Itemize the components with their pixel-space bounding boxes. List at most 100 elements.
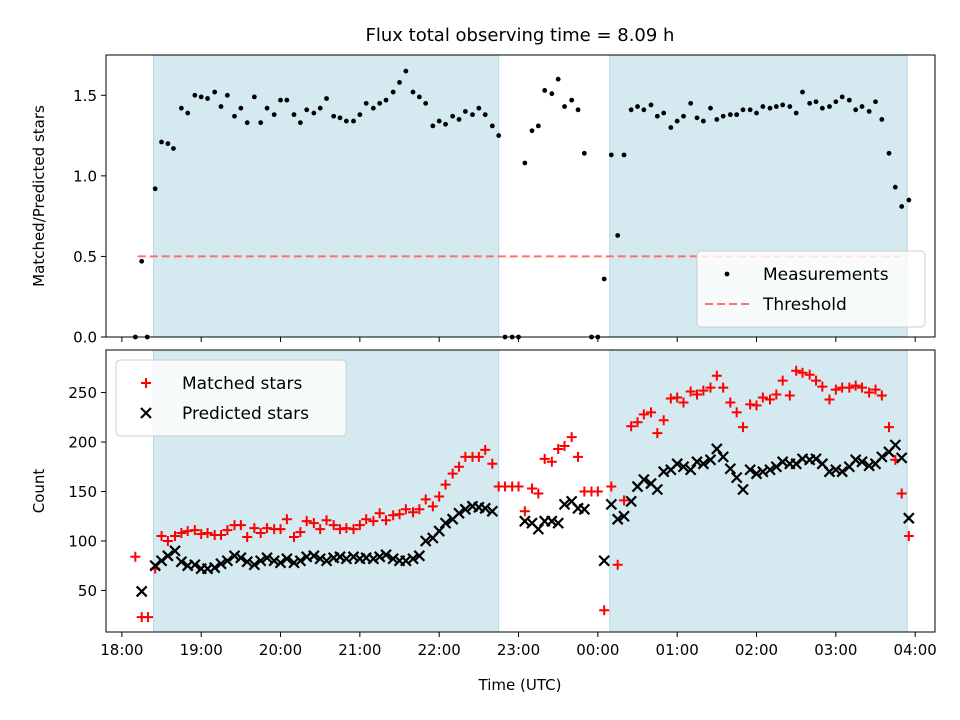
data-point [178,105,184,111]
data-point [354,520,365,531]
legend-frame [696,250,926,328]
data-point [487,458,498,469]
y-tick-label: 0.5 [73,248,97,266]
data-point [185,110,191,116]
data-point [420,494,431,505]
data-point [311,110,317,116]
data-point [807,100,813,106]
data-point [139,258,145,264]
data-point [374,508,385,519]
data-point [757,392,768,403]
data-point [850,380,861,391]
data-point [581,150,587,156]
data-point [811,375,822,386]
y-tick-label: 200 [68,434,97,452]
data-point [532,523,545,535]
data-point [407,553,419,565]
data-point [626,421,637,432]
data-point [632,417,643,428]
data-point [288,556,300,569]
data-point [470,112,475,118]
data-point [628,107,634,113]
y-tick-label: 1.5 [73,87,97,105]
data-point [394,509,405,520]
legend-label-predicted-stars: Predicted stars [182,404,309,424]
data-point [612,559,623,570]
data-point [654,113,660,119]
data-point [899,204,905,209]
chart-title: Flux total observing time = 8.09 h [366,25,675,46]
data-point [321,515,332,526]
data-point [284,97,290,103]
data-point [870,384,881,395]
data-point [599,605,610,616]
data-point [718,382,729,393]
data-point [244,120,250,126]
data-point [771,389,782,400]
data-point [725,397,736,408]
data-point [143,612,154,623]
x-tick-label: 00:00 [576,641,619,659]
data-point [621,152,627,158]
data-point [876,451,888,463]
data-point [844,382,855,393]
data-point [681,113,686,119]
data-point [235,520,246,531]
data-point [879,117,885,122]
data-point [750,467,763,480]
data-point [436,118,442,124]
data-point [482,112,488,118]
data-point [480,444,491,455]
data-point [314,553,326,565]
data-point [645,407,656,418]
data-point [651,483,664,496]
data-point [903,531,914,542]
data-point [823,465,836,478]
data-point [819,105,825,111]
data-point [447,468,458,479]
data-point [289,532,300,543]
data-point [575,107,581,113]
series-matched-stars [130,365,914,623]
data-point [864,387,875,398]
data-point [413,550,426,562]
legend-label-threshold: Threshold [762,295,847,315]
data-point [598,554,610,567]
data-point [708,105,713,111]
data-point [691,456,703,468]
data-point [615,233,621,238]
data-point [513,481,524,492]
data-point [337,115,343,121]
data-point [357,112,363,118]
data-point [605,498,618,511]
data-point [661,110,667,116]
data-point [297,120,303,126]
data-point [836,465,848,478]
data-point [694,115,700,121]
x-tick-label: 19:00 [180,641,223,659]
data-point [170,531,181,542]
x-tick-label: 22:00 [418,641,461,659]
data-point [221,554,234,567]
data-point [241,555,253,568]
data-point [677,460,690,473]
data-point [522,160,528,166]
y-axis-label: Matched/Predicted stars [30,105,48,287]
data-point [730,471,743,484]
data-point [751,400,762,411]
x-tick-label: 01:00 [656,641,699,659]
data-point [278,97,283,103]
data-point [348,524,359,535]
data-point [251,94,257,100]
data-point [304,107,310,113]
legend-label-matched-stars: Matched stars [182,374,302,394]
y-axis-label: Count [30,469,48,514]
data-point [254,554,267,567]
data-point [301,516,312,527]
data-point [697,458,710,470]
legend-label-measurements: Measurements [763,265,889,285]
data-point [519,515,531,527]
data-point [830,463,842,476]
data-point [889,439,902,451]
series-predicted-stars [135,439,915,598]
